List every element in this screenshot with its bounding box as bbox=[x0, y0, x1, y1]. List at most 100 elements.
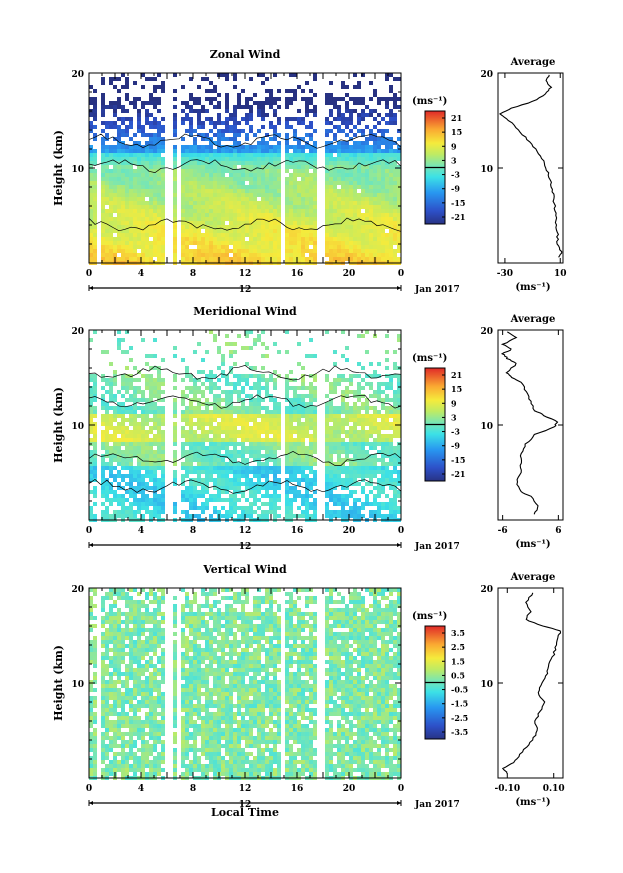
heatmap-cell bbox=[201, 402, 205, 406]
heatmap-cell bbox=[241, 181, 245, 185]
heatmap-cell bbox=[153, 173, 157, 177]
heatmap-cell bbox=[149, 502, 153, 506]
heatmap-cell bbox=[305, 257, 309, 261]
heatmap-cell bbox=[201, 185, 205, 189]
heatmap-cell bbox=[145, 145, 149, 149]
heatmap-cell bbox=[225, 442, 229, 446]
heatmap-cell bbox=[173, 374, 177, 378]
heatmap-cell bbox=[345, 418, 349, 422]
heatmap-cell bbox=[121, 237, 125, 241]
heatmap-cell bbox=[353, 201, 357, 205]
heatmap-cell bbox=[205, 177, 209, 181]
heatmap-cell bbox=[245, 245, 249, 249]
heatmap-cell bbox=[157, 390, 161, 394]
heatmap-cell bbox=[265, 253, 269, 257]
heatmap-cell bbox=[161, 450, 165, 454]
heatmap-cell bbox=[341, 157, 345, 161]
heatmap-cell bbox=[229, 233, 233, 237]
heatmap-cell bbox=[333, 193, 337, 197]
heatmap-cell bbox=[297, 245, 301, 249]
heatmap-cell bbox=[245, 149, 249, 153]
heatmap-cell bbox=[209, 470, 213, 474]
heatmap-cell bbox=[397, 149, 401, 153]
heatmap-cell bbox=[349, 217, 353, 221]
heatmap-cell bbox=[229, 394, 233, 398]
heatmap-cell bbox=[173, 169, 177, 173]
heatmap-cell bbox=[229, 189, 233, 193]
heatmap-cell bbox=[225, 378, 229, 382]
heatmap-cell bbox=[173, 506, 177, 510]
heatmap-cell bbox=[229, 506, 233, 510]
heatmap-cell bbox=[293, 462, 297, 466]
heatmap-cell bbox=[305, 217, 309, 221]
heatmap-cell bbox=[141, 225, 145, 229]
heatmap-cell bbox=[93, 478, 97, 482]
heatmap-cell bbox=[109, 474, 113, 478]
heatmap-cell bbox=[101, 149, 105, 153]
heatmap-cell bbox=[161, 217, 165, 221]
heatmap-cell bbox=[125, 169, 129, 173]
heatmap-cell bbox=[105, 466, 109, 470]
heatmap-cell bbox=[373, 249, 377, 253]
heatmap-cell bbox=[161, 157, 165, 161]
heatmap-cell bbox=[309, 249, 313, 253]
heatmap-cell bbox=[153, 510, 157, 514]
heatmap-cell bbox=[229, 129, 233, 133]
heatmap-cell bbox=[129, 382, 133, 386]
heatmap-cell bbox=[293, 153, 297, 157]
heatmap-cell bbox=[113, 145, 117, 149]
heatmap-cell bbox=[301, 221, 305, 225]
heatmap-cell bbox=[313, 73, 317, 77]
heatmap-cell bbox=[221, 157, 225, 161]
heatmap-cell bbox=[209, 426, 213, 430]
heatmap-cell bbox=[309, 153, 313, 157]
heatmap-cell bbox=[113, 398, 117, 402]
heatmap-cell bbox=[153, 390, 157, 394]
heatmap-cell bbox=[341, 181, 345, 185]
heatmap-cell bbox=[93, 133, 97, 137]
heatmap-cell bbox=[333, 410, 337, 414]
heatmap-cell bbox=[333, 438, 337, 442]
heatmap-cell bbox=[205, 109, 209, 113]
heatmap-cell bbox=[89, 197, 93, 201]
heatmap-cell bbox=[113, 450, 117, 454]
heatmap-cell bbox=[353, 237, 357, 241]
heatmap-cell bbox=[185, 486, 189, 490]
heatmap-cell bbox=[333, 201, 337, 205]
heatmap-cell bbox=[285, 386, 289, 390]
heatmap-cell bbox=[137, 145, 141, 149]
heatmap-cell bbox=[341, 402, 345, 406]
heatmap-cell bbox=[357, 237, 361, 241]
heatmap-cell bbox=[305, 153, 309, 157]
heatmap-cell bbox=[161, 237, 165, 241]
heatmap-cell bbox=[201, 173, 205, 177]
heatmap-cell bbox=[273, 370, 277, 374]
heatmap-cell bbox=[361, 229, 365, 233]
heatmap-cell bbox=[109, 502, 113, 506]
heatmap-cell bbox=[357, 165, 361, 169]
heatmap-cell bbox=[341, 189, 345, 193]
heatmap-cell bbox=[109, 462, 113, 466]
heatmap-cell bbox=[113, 418, 117, 422]
heatmap-cell bbox=[145, 466, 149, 470]
heatmap-cell bbox=[149, 253, 153, 257]
heatmap-cell bbox=[237, 121, 241, 125]
heatmap-cell bbox=[265, 217, 269, 221]
heatmap-cell bbox=[185, 249, 189, 253]
heatmap-cell bbox=[149, 402, 153, 406]
heatmap-cell bbox=[189, 378, 193, 382]
heatmap-cell bbox=[253, 201, 257, 205]
heatmap-cell bbox=[93, 378, 97, 382]
heatmap-cell bbox=[117, 145, 121, 149]
heatmap-cell bbox=[137, 193, 141, 197]
heatmap-cell bbox=[257, 398, 261, 402]
heatmap-cell bbox=[145, 438, 149, 442]
heatmap-cell bbox=[233, 181, 237, 185]
heatmap-cell bbox=[277, 213, 281, 217]
heatmap-cell bbox=[261, 442, 265, 446]
heatmap-cell bbox=[225, 213, 229, 217]
heatmap-cell bbox=[89, 394, 93, 398]
heatmap-cell bbox=[345, 209, 349, 213]
heatmap-cell bbox=[93, 137, 97, 141]
heatmap-cell bbox=[293, 406, 297, 410]
